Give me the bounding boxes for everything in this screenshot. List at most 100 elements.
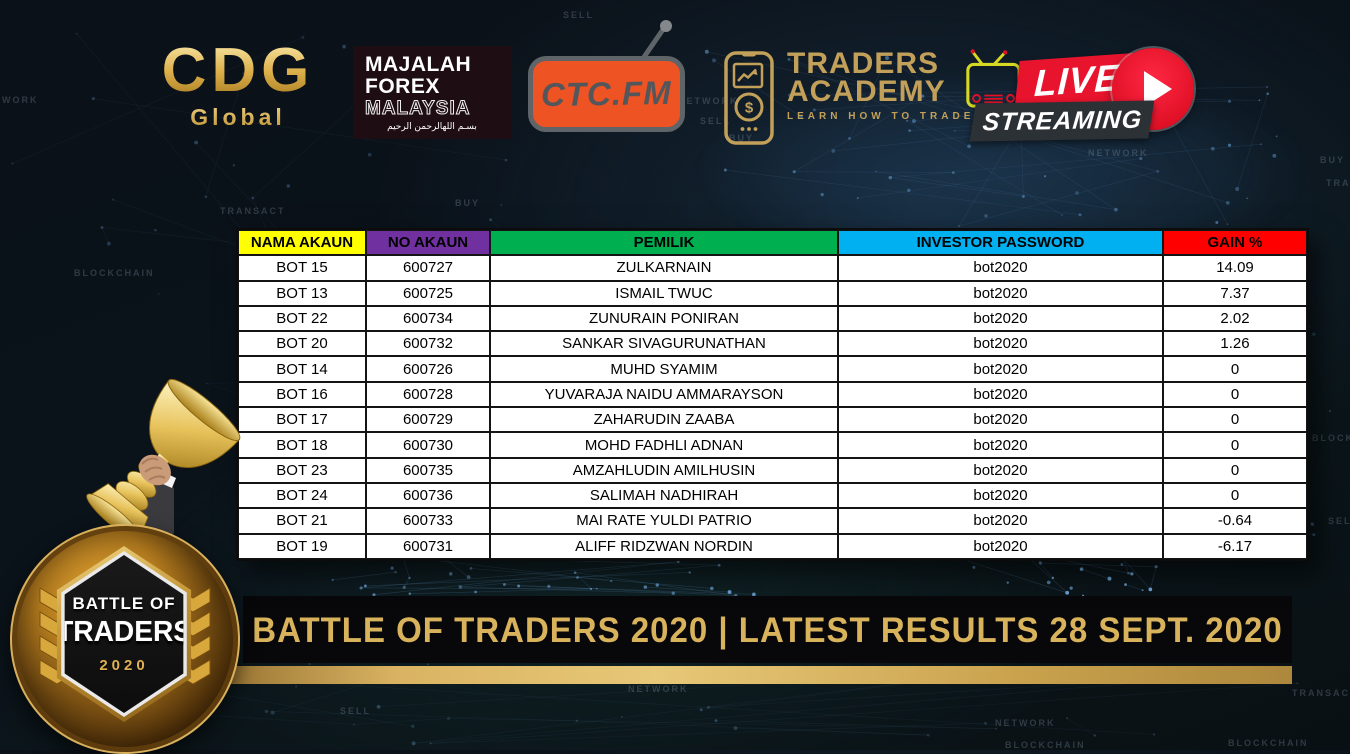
bg-word: BUY	[1320, 155, 1345, 165]
cdg-global-logo: CDG Global	[148, 40, 328, 144]
bg-word: SELL	[340, 706, 371, 716]
table-cell: 600728	[366, 382, 490, 407]
table-cell: 600726	[366, 356, 490, 381]
ctcfm-logo-text: CTC.FM	[541, 74, 672, 114]
phone-trading-icon: $	[723, 50, 775, 146]
ctcfm-logo: CTC.FM	[528, 56, 685, 132]
majalah-line2: FOREX	[365, 76, 499, 98]
cdg-logo-text: CDG	[148, 40, 328, 102]
column-header-investor-password: INVESTOR PASSWORD	[838, 230, 1163, 255]
bg-word: NETWORK	[628, 684, 689, 694]
table-cell: 0	[1163, 356, 1307, 381]
streaming-badge: STREAMING	[970, 100, 1155, 141]
table-cell: bot2020	[838, 331, 1163, 356]
bg-word: NETWORK	[995, 718, 1056, 728]
table-cell: bot2020	[838, 281, 1163, 306]
table-cell: 0	[1163, 432, 1307, 457]
table-cell: 600730	[366, 432, 490, 457]
table-cell: bot2020	[838, 306, 1163, 331]
results-table: NAMA AKAUN NO AKAUN PEMILIK INVESTOR PAS…	[236, 228, 1309, 561]
table-cell: ISMAIL TWUC	[490, 281, 838, 306]
bg-word: TRANSACT	[220, 206, 286, 216]
traders-academy-line2: ACADEMY	[787, 78, 974, 106]
results-banner-text: BATTLE OF TRADERS 2020 | LATEST RESULTS …	[252, 609, 1282, 650]
table-cell: BOT 15	[238, 255, 366, 280]
table-cell: 600736	[366, 483, 490, 508]
table-cell: 600735	[366, 458, 490, 483]
bg-word: BLOCKCHAIN	[1312, 433, 1350, 443]
table-cell: 600734	[366, 306, 490, 331]
table-cell: ZAHARUDIN ZAABA	[490, 407, 838, 432]
table-cell: bot2020	[838, 382, 1163, 407]
battle-of-traders-badge: BATTLE OF TRADERS 2020	[10, 524, 240, 754]
table-cell: 600725	[366, 281, 490, 306]
badge-title-line2: TRADERS	[56, 616, 192, 649]
table-cell: 600729	[366, 407, 490, 432]
table-cell: bot2020	[838, 483, 1163, 508]
table-cell: SANKAR SIVAGURUNATHAN	[490, 331, 838, 356]
majalah-forex-malaysia-logo: MAJALAH FOREX MALAYSIA بسـم اللهالرحمن ا…	[353, 46, 511, 139]
traders-academy-tagline: LEARN HOW TO TRADE	[787, 111, 974, 122]
table-cell: 0	[1163, 382, 1307, 407]
table-cell: 600732	[366, 331, 490, 356]
column-header-gain: GAIN %	[1163, 230, 1307, 255]
table-cell: 0	[1163, 407, 1307, 432]
gold-strip	[198, 666, 1292, 684]
table-cell: 600733	[366, 508, 490, 533]
bg-word: BLOCKCHAIN	[1228, 738, 1309, 748]
table-cell: bot2020	[838, 356, 1163, 381]
table-cell: BOT 20	[238, 331, 366, 356]
table-cell: bot2020	[838, 508, 1163, 533]
majalah-arabic-line: بسـم اللهالرحمن الرحيم	[365, 122, 499, 132]
bg-word: TRANSACT	[1292, 688, 1350, 698]
table-cell: 2.02	[1163, 306, 1307, 331]
table-cell: 14.09	[1163, 255, 1307, 280]
majalah-line3: MALAYSIA	[365, 98, 499, 119]
table-cell: -6.17	[1163, 534, 1307, 559]
table-cell: BOT 13	[238, 281, 366, 306]
table-cell: 0	[1163, 483, 1307, 508]
table-cell: MUHD SYAMIM	[490, 356, 838, 381]
table-cell: bot2020	[838, 255, 1163, 280]
bg-word: SELL	[1328, 516, 1350, 526]
table-cell: YUVARAJA NAIDU AMMARAYSON	[490, 382, 838, 407]
badge-title-line1: BATTLE OF	[72, 594, 175, 614]
table-cell: 600731	[366, 534, 490, 559]
cdg-logo-subtitle: Global	[148, 104, 328, 131]
table-cell: 7.37	[1163, 281, 1307, 306]
table-cell: BOT 22	[238, 306, 366, 331]
table-cell: bot2020	[838, 458, 1163, 483]
table-cell: bot2020	[838, 534, 1163, 559]
majalah-line1: MAJALAH	[365, 54, 499, 76]
table-cell: bot2020	[838, 407, 1163, 432]
column-header-pemilik: PEMILIK	[490, 230, 838, 255]
table-cell: AMZAHLUDIN AMILHUSIN	[490, 458, 838, 483]
bg-word: BLOCKCHAIN	[74, 268, 155, 278]
table-cell: MAI RATE YULDI PATRIO	[490, 508, 838, 533]
badge-year: 2020	[99, 657, 148, 674]
traders-academy-line1: TRADERS	[787, 50, 974, 78]
table-cell: ZULKARNAIN	[490, 255, 838, 280]
bg-word: WORK	[2, 95, 39, 105]
column-header-no-akaun: NO AKAUN	[366, 230, 490, 255]
table-cell: ZUNURAIN PONIRAN	[490, 306, 838, 331]
table-cell: MOHD FADHLI ADNAN	[490, 432, 838, 457]
bg-word: SELL	[563, 10, 594, 20]
table-cell: 0	[1163, 458, 1307, 483]
results-banner: BATTLE OF TRADERS 2020 | LATEST RESULTS …	[243, 596, 1292, 663]
traders-academy-logo: $ TRADERS ACADEMY LEARN HOW TO TRADE	[723, 50, 974, 146]
table-cell: SALIMAH NADHIRAH	[490, 483, 838, 508]
svg-text:$: $	[745, 100, 754, 117]
table-cell: 1.26	[1163, 331, 1307, 356]
bg-word: TRANSACT	[1326, 178, 1350, 188]
bg-word: BUY	[455, 198, 480, 208]
live-badge-text: LIVE	[1033, 56, 1121, 104]
table-cell: bot2020	[838, 432, 1163, 457]
table-cell: 600727	[366, 255, 490, 280]
streaming-badge-text: STREAMING	[981, 105, 1143, 137]
bg-word: BLOCKCHAIN	[1005, 740, 1086, 750]
column-header-nama-akaun: NAMA AKAUN	[238, 230, 366, 255]
table-cell: ALIFF RIDZWAN NORDIN	[490, 534, 838, 559]
table-cell: -0.64	[1163, 508, 1307, 533]
live-streaming-logo: LIVE STREAMING	[955, 40, 1205, 150]
